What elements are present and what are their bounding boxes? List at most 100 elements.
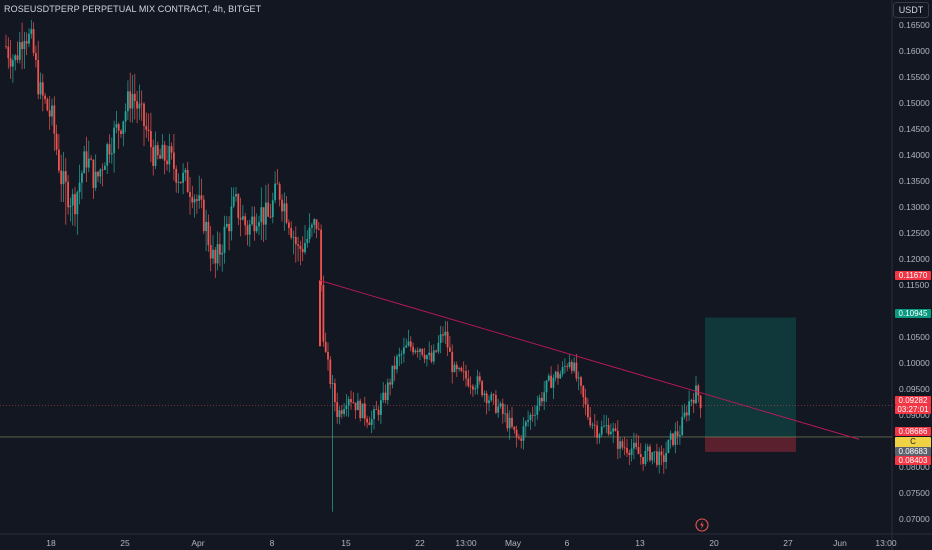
candle-body [78,182,81,193]
candle-body [143,103,145,127]
candle-body [324,341,327,352]
lightning-clock-icon[interactable] [695,518,709,532]
x-tick-label: 25 [120,538,130,548]
y-tick-label: 0.15000 [899,98,930,108]
candle-body [483,393,486,396]
candle-body [193,199,196,203]
y-tick-label: 0.15500 [899,72,930,82]
candle-body [522,426,525,441]
candle-body [538,397,541,406]
candle-body [557,371,559,379]
y-tick-label: 0.13000 [899,202,930,212]
candle-body [492,394,495,396]
candle-body [547,375,550,381]
candle-body [196,199,198,201]
candle-body [189,192,191,197]
candle-body [159,155,161,159]
candle-body [633,442,635,449]
candle-body [292,237,295,238]
candle-body [368,422,371,425]
stop-price-tag[interactable]: 0.08403 [895,456,931,465]
candle-body [320,229,322,286]
candle-body [603,425,605,427]
long-position-loss-zone [705,436,796,452]
x-tick-label: 13 [635,538,645,548]
candle-body [446,331,449,348]
candle-body [283,203,286,212]
candle-body [545,380,548,393]
candle-body [518,437,520,439]
candle-body [198,195,201,201]
candle-body [421,349,424,355]
candle-body [665,453,667,463]
candle-body [485,393,488,404]
target-price-tag[interactable]: 0.10945 [895,309,931,318]
candle-body [200,195,203,200]
x-tick-label: Jun [833,538,847,548]
candle-body [660,451,663,456]
candle-body [610,431,612,435]
candle-body [251,216,253,225]
candle-body [373,409,375,419]
candle-body [642,456,644,464]
candle-body [58,149,60,171]
candle-body [614,428,617,431]
candle-body [607,425,610,435]
y-tick-label: 0.10500 [899,332,930,342]
candle-body [472,386,474,390]
candle-body [235,194,237,197]
candle-body [561,367,564,374]
candle-body [669,433,672,440]
gray-price-tag: 0.08683 [895,447,931,456]
candle-body [605,425,608,426]
candle-body [55,133,58,150]
entry-price-tag[interactable]: 0.08686 [895,427,931,436]
candle-body [357,400,359,411]
candle-body [184,170,187,173]
candle-body [366,418,368,423]
candle-body [104,165,106,171]
currency-button[interactable]: USDT [893,2,929,18]
candle-body [439,334,442,343]
candle-body [301,249,304,253]
candle-body [637,447,640,455]
candle-body [596,425,598,438]
y-tick-label: 0.07000 [899,514,930,524]
x-tick-label: 15 [341,538,351,548]
candle-body [359,400,362,419]
candle-body [432,350,435,362]
candle-body [520,438,523,441]
candle-body [679,435,681,436]
candle-body [94,171,97,188]
candle-body [299,245,302,250]
candle-body [695,385,697,404]
candle-body [92,159,95,188]
candle-body [593,424,596,426]
candle-body [216,244,219,264]
candle-body [403,347,405,354]
candle-body [69,205,72,208]
candle-body [46,99,49,111]
countdown-tag: 03:27:01 [895,405,931,414]
y-tick-label: 0.16500 [899,20,930,30]
candle-body [451,351,454,372]
candle-body [62,171,65,185]
candle-body [527,420,529,422]
candle-body [83,151,86,174]
candle-body [628,452,631,455]
candle-body [554,371,557,378]
candle-body [106,144,109,166]
alert-price-tag[interactable]: 0.11670 [895,271,931,280]
candle-body [242,216,244,220]
candle-body [30,29,33,34]
candle-body [64,171,67,182]
candle-body [423,354,426,360]
candle-body [265,202,267,225]
candle-body [467,378,470,386]
candle-body [600,426,603,435]
candle-body [469,385,472,387]
candle-body [331,383,334,385]
candle-body [269,216,272,218]
candle-body [87,158,90,168]
